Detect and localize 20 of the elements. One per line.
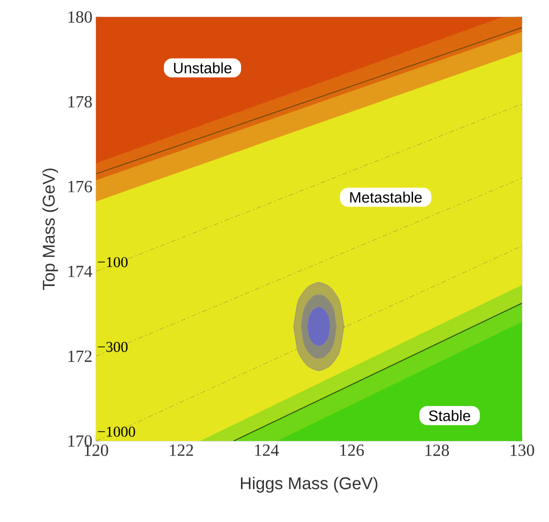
y-axis-title: Top Mass (GeV) [42,168,58,290]
y-tick-label: 170 [68,435,92,447]
annotation: Metastable [350,192,422,203]
series-label: −100 [98,257,128,268]
series-label: −1000 [98,426,136,437]
x-axis-title: Higgs Mass (GeV) [240,476,378,493]
y-tick-label: 180 [68,11,92,23]
x-tick-label: 124 [255,444,279,456]
annotation: Stable [429,410,470,422]
x-tick-label: 120 [84,444,108,456]
x-tick-label: 126 [340,444,364,456]
y-tick-label: 172 [68,350,92,362]
y-tick-label: 174 [68,266,92,278]
x-tick-label: 128 [426,444,449,456]
x-tick-label: 130 [510,444,534,456]
series-label: −300 [98,342,128,352]
annotation: Unstable [174,62,232,74]
x-tick-label: 122 [170,444,194,456]
y-tick-label: 178 [68,96,92,108]
y-tick-label: 176 [68,180,92,192]
